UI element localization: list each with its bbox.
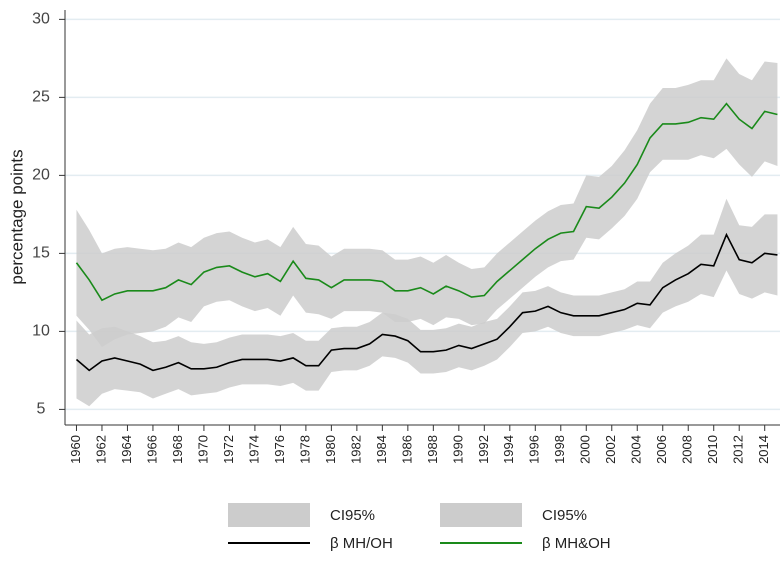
y-tick-label: 15 xyxy=(32,245,50,262)
x-tick-label: 2008 xyxy=(680,435,695,464)
x-tick-label: 1974 xyxy=(246,435,261,464)
x-tick-label: 1962 xyxy=(93,435,108,464)
line xyxy=(75,232,778,372)
x-tick-label: 1994 xyxy=(501,435,516,464)
x-tick-label: 1960 xyxy=(68,435,83,464)
y-tick-label: 20 xyxy=(32,167,50,184)
legend-label: β MH&OH xyxy=(542,535,611,552)
x-tick-label: 1964 xyxy=(119,435,134,464)
x-tick-label: 1988 xyxy=(425,435,440,464)
x-tick-label: 2002 xyxy=(603,435,618,464)
y-tick-label: 5 xyxy=(37,401,46,418)
x-tick-label: 1968 xyxy=(170,435,185,464)
y-tick-label: 10 xyxy=(32,323,50,340)
x-tick-label: 2014 xyxy=(756,435,771,464)
x-tick-label: 2012 xyxy=(731,435,746,464)
x-tick-label: 1992 xyxy=(476,435,491,464)
y-tick-label: 25 xyxy=(32,89,50,106)
x-tick-label: 1996 xyxy=(527,435,542,464)
legend-label: CI95% xyxy=(330,507,375,524)
legend-swatch xyxy=(440,503,522,527)
x-tick-label: 1976 xyxy=(272,435,287,464)
legend-label: β MH/OH xyxy=(330,535,393,552)
line xyxy=(75,102,778,302)
legend-label: CI95% xyxy=(542,507,587,524)
x-tick-label: 1990 xyxy=(450,435,465,464)
x-tick-label: 1982 xyxy=(348,435,363,464)
x-tick-label: 1986 xyxy=(399,435,414,464)
y-tick-label: 30 xyxy=(32,11,50,28)
x-tick-label: 2004 xyxy=(629,435,644,464)
x-tick-label: 2010 xyxy=(705,435,720,464)
x-tick-label: 1980 xyxy=(323,435,338,464)
x-tick-label: 2000 xyxy=(578,435,593,464)
x-tick-label: 2006 xyxy=(654,435,669,464)
x-tick-label: 1984 xyxy=(374,435,389,464)
x-tick-label: 1978 xyxy=(297,435,312,464)
ci-band xyxy=(76,198,778,407)
x-tick-label: 1972 xyxy=(221,435,236,464)
x-tick-label: 1966 xyxy=(144,435,159,464)
y-axis-title: percentage points xyxy=(7,149,26,284)
legend-swatch xyxy=(228,503,310,527)
x-tick-label: 1998 xyxy=(552,435,567,464)
x-tick-label: 1970 xyxy=(195,435,210,464)
